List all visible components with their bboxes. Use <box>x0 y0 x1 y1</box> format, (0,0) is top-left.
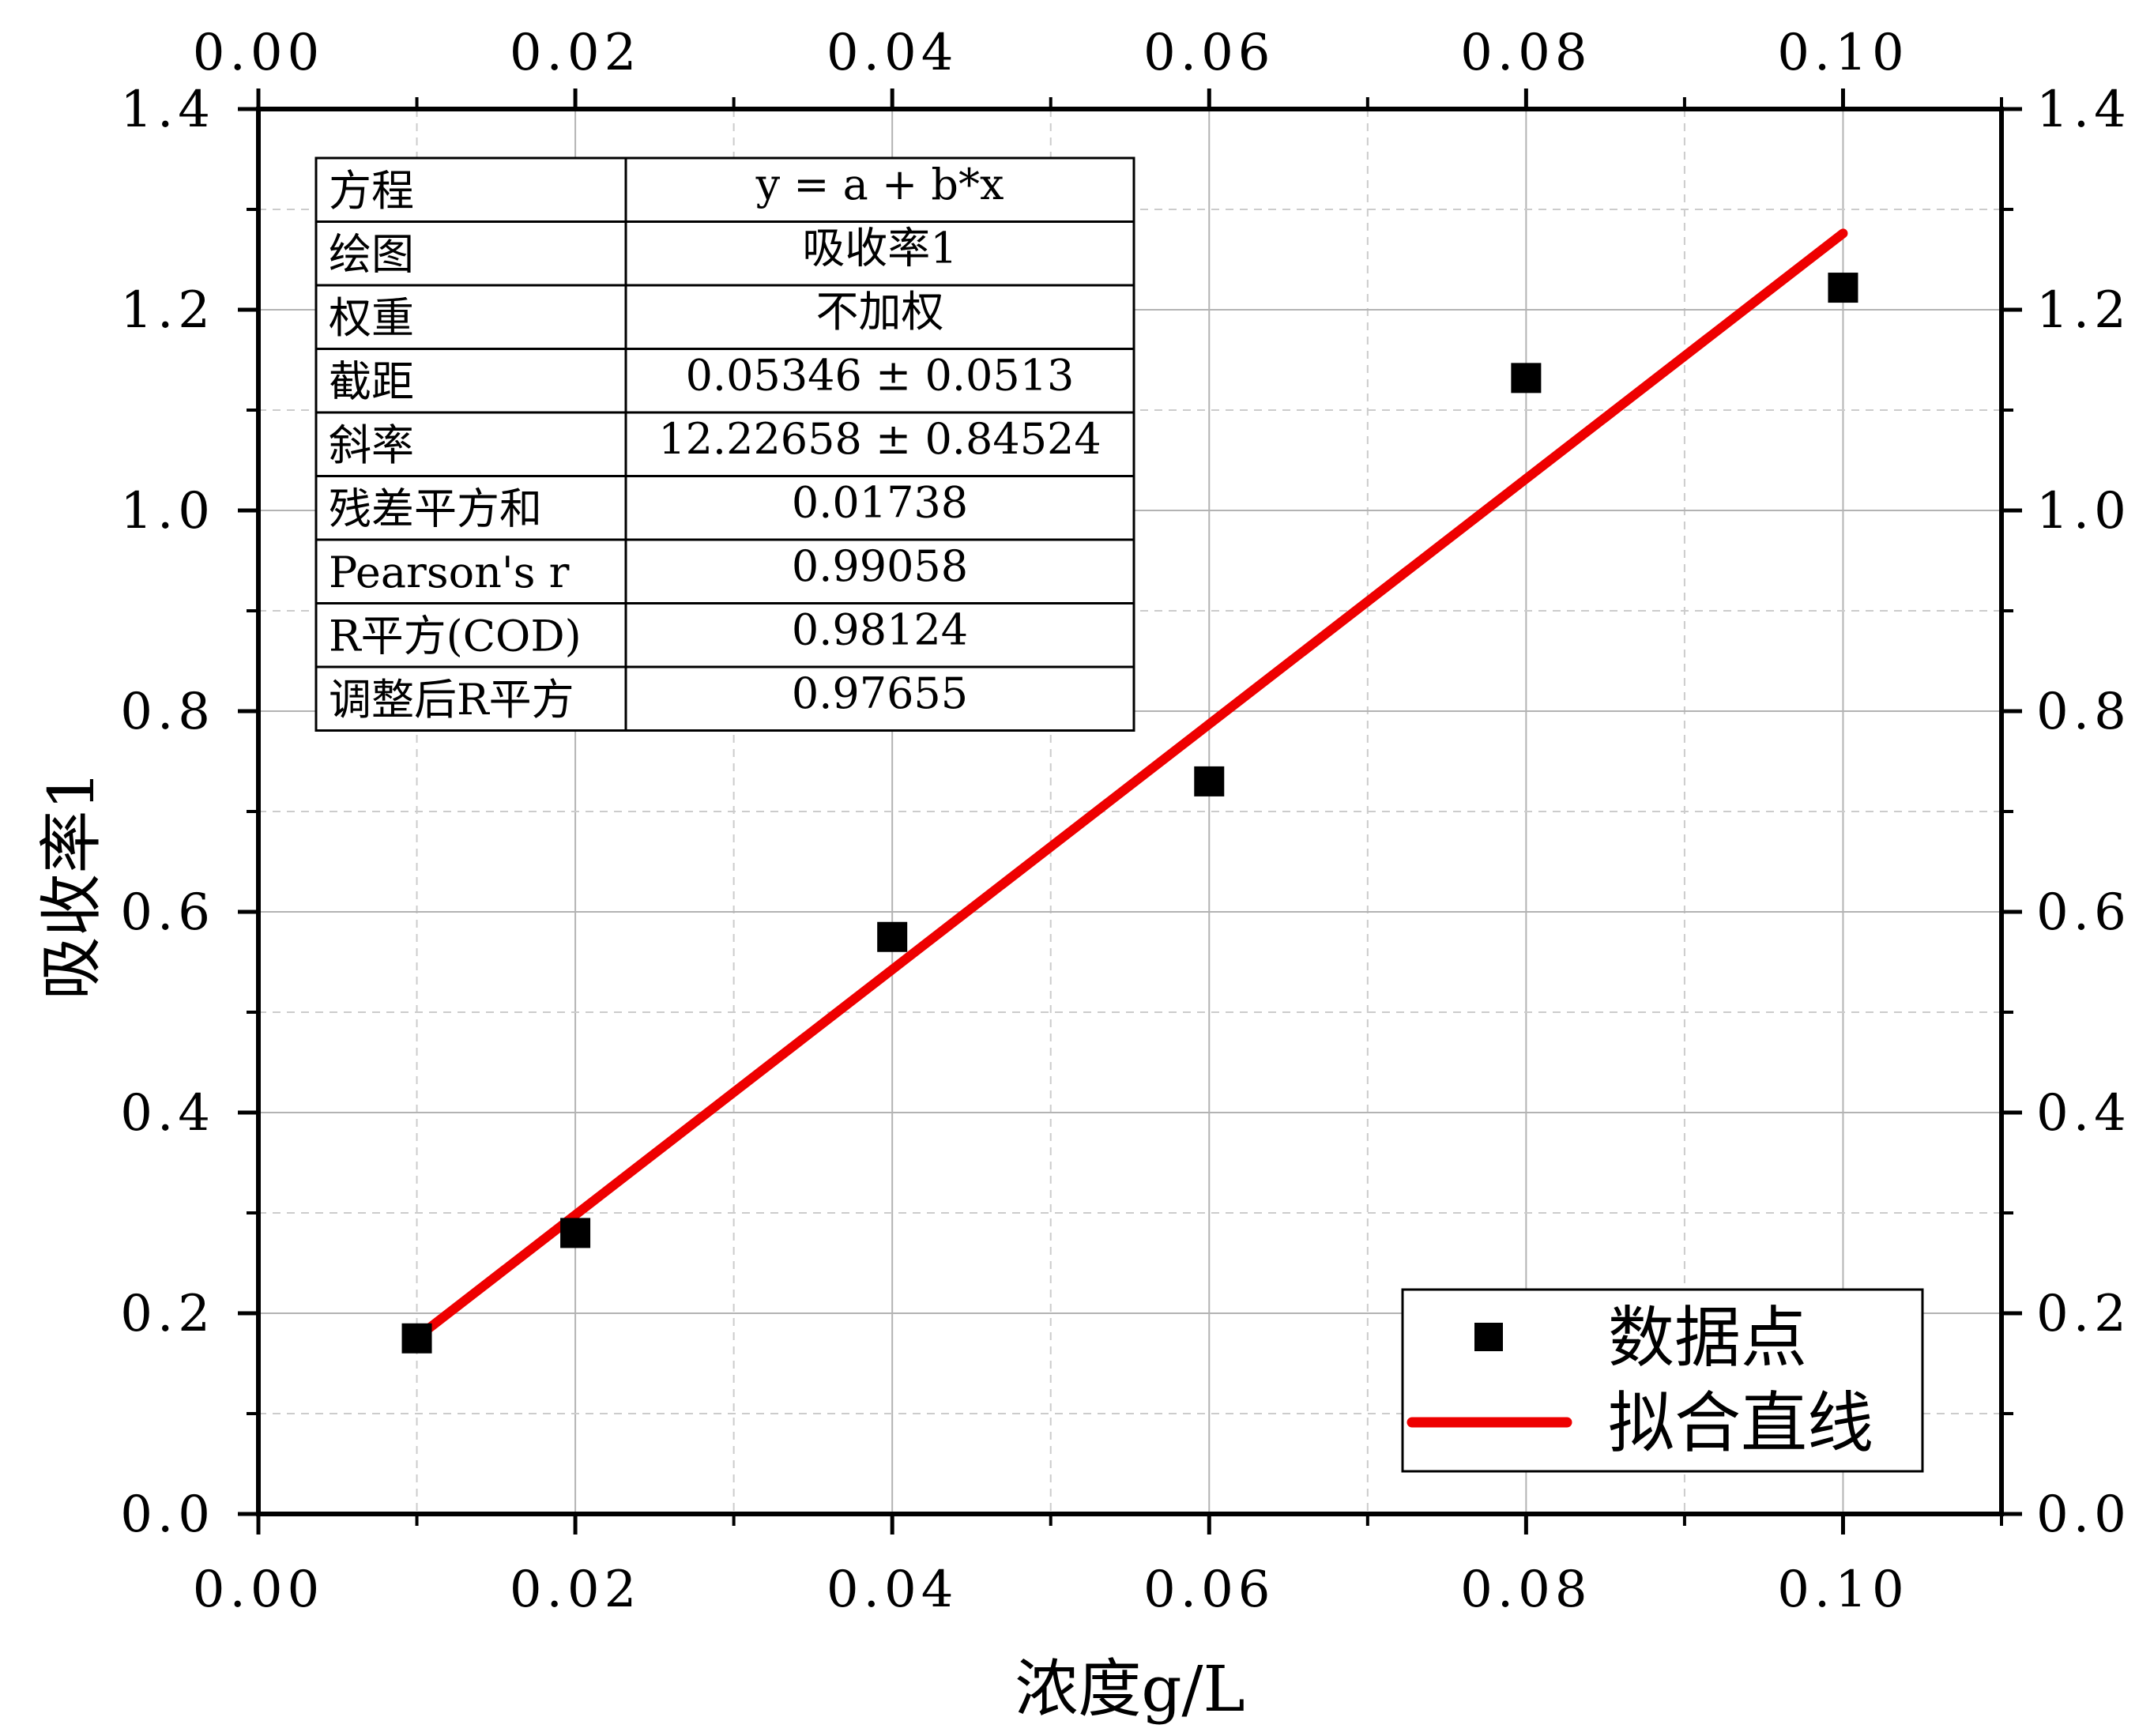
x-tick-label: 0.00 <box>193 1561 325 1619</box>
fit-table-value: y = a + b*x <box>755 160 1004 209</box>
x-tick-label: 0.06 <box>1143 1561 1275 1619</box>
fit-table-value: 0.99058 <box>792 541 968 591</box>
y-tick-label-right: 1.0 <box>2036 482 2131 540</box>
y-tick-label: 0.6 <box>120 883 215 942</box>
fit-table-label: 方程 <box>329 166 414 216</box>
fit-table-value: 吸收率1 <box>802 224 957 273</box>
fit-table-frame <box>314 156 1135 732</box>
x-tick-label: 0.02 <box>510 1561 642 1619</box>
y-tick-label-right: 0.8 <box>2036 683 2131 741</box>
data-point <box>1194 766 1225 796</box>
fit-line <box>412 228 1848 1342</box>
y-axis-title: 吸收率1 <box>35 770 108 1000</box>
data-point <box>401 1323 432 1354</box>
y-tick-label: 1.0 <box>120 482 215 540</box>
fit-table-label: Pearson's r <box>329 548 570 597</box>
data-point <box>1828 273 1858 303</box>
fit-table-label: 调整后R平方 <box>329 675 574 725</box>
data-point <box>877 921 908 952</box>
fit-table-label: 残差平方和 <box>329 484 542 534</box>
fit-table-label: 绘图 <box>329 230 414 280</box>
ticks: 0.00 0.00 0.02 0.02 0.04 0.04 0.06 0.06 0.08 0.08… <box>120 24 2131 1619</box>
fit-table-label: 截距 <box>329 357 414 407</box>
fit-table-value: 0.97655 <box>792 668 968 718</box>
y-tick-label-right: 0.0 <box>2036 1486 2131 1544</box>
x-tick-label: 0.04 <box>827 1561 958 1619</box>
y-tick-label-right: 1.2 <box>2036 281 2131 340</box>
y-tick-label-right: 1.4 <box>2036 81 2131 139</box>
legend-label-points: 数据点 <box>1608 1299 1807 1376</box>
y-tick-label: 1.4 <box>120 81 215 139</box>
fit-table-label: 斜率 <box>329 420 414 470</box>
y-tick-label-right: 0.2 <box>2036 1285 2131 1343</box>
x-tick-label-top: 0.10 <box>1777 24 1909 82</box>
legend-marker-square <box>1474 1323 1503 1351</box>
plot-series <box>401 228 1858 1354</box>
data-point <box>560 1218 591 1248</box>
fit-table-value: 不加权 <box>816 287 944 337</box>
x-tick-label-top: 0.04 <box>827 24 958 82</box>
y-tick-label: 0.4 <box>120 1084 215 1143</box>
legend-box <box>1401 1288 1924 1473</box>
x-axis-title: 浓度g/L <box>1015 1652 1245 1726</box>
y-tick-label: 0.2 <box>120 1285 215 1343</box>
fit-table-label: R平方(COD) <box>329 612 582 661</box>
data-point <box>1511 363 1542 394</box>
fit-table-value: 0.05346 ± 0.0513 <box>686 351 1075 401</box>
x-tick-label: 0.08 <box>1460 1561 1592 1619</box>
fit-table-value: 12.22658 ± 0.84524 <box>658 414 1101 464</box>
x-tick-label-top: 0.08 <box>1460 24 1592 82</box>
y-tick-label-right: 0.4 <box>2036 1084 2131 1143</box>
x-tick-label-top: 0.00 <box>193 24 325 82</box>
y-tick-label-right: 0.6 <box>2036 883 2131 942</box>
fit-table-label: 权重 <box>329 293 414 343</box>
x-tick-label: 0.10 <box>1777 1561 1909 1619</box>
y-tick-label: 0.8 <box>120 683 215 741</box>
legend-label-fit: 拟合直线 <box>1608 1384 1873 1462</box>
y-tick-label: 1.2 <box>120 281 215 340</box>
x-tick-label-top: 0.06 <box>1143 24 1275 82</box>
x-tick-label-top: 0.02 <box>510 24 642 82</box>
fit-table-value: 0.01738 <box>792 478 968 528</box>
fit-table-value: 0.98124 <box>792 605 968 655</box>
y-tick-label: 0.0 <box>120 1486 215 1544</box>
